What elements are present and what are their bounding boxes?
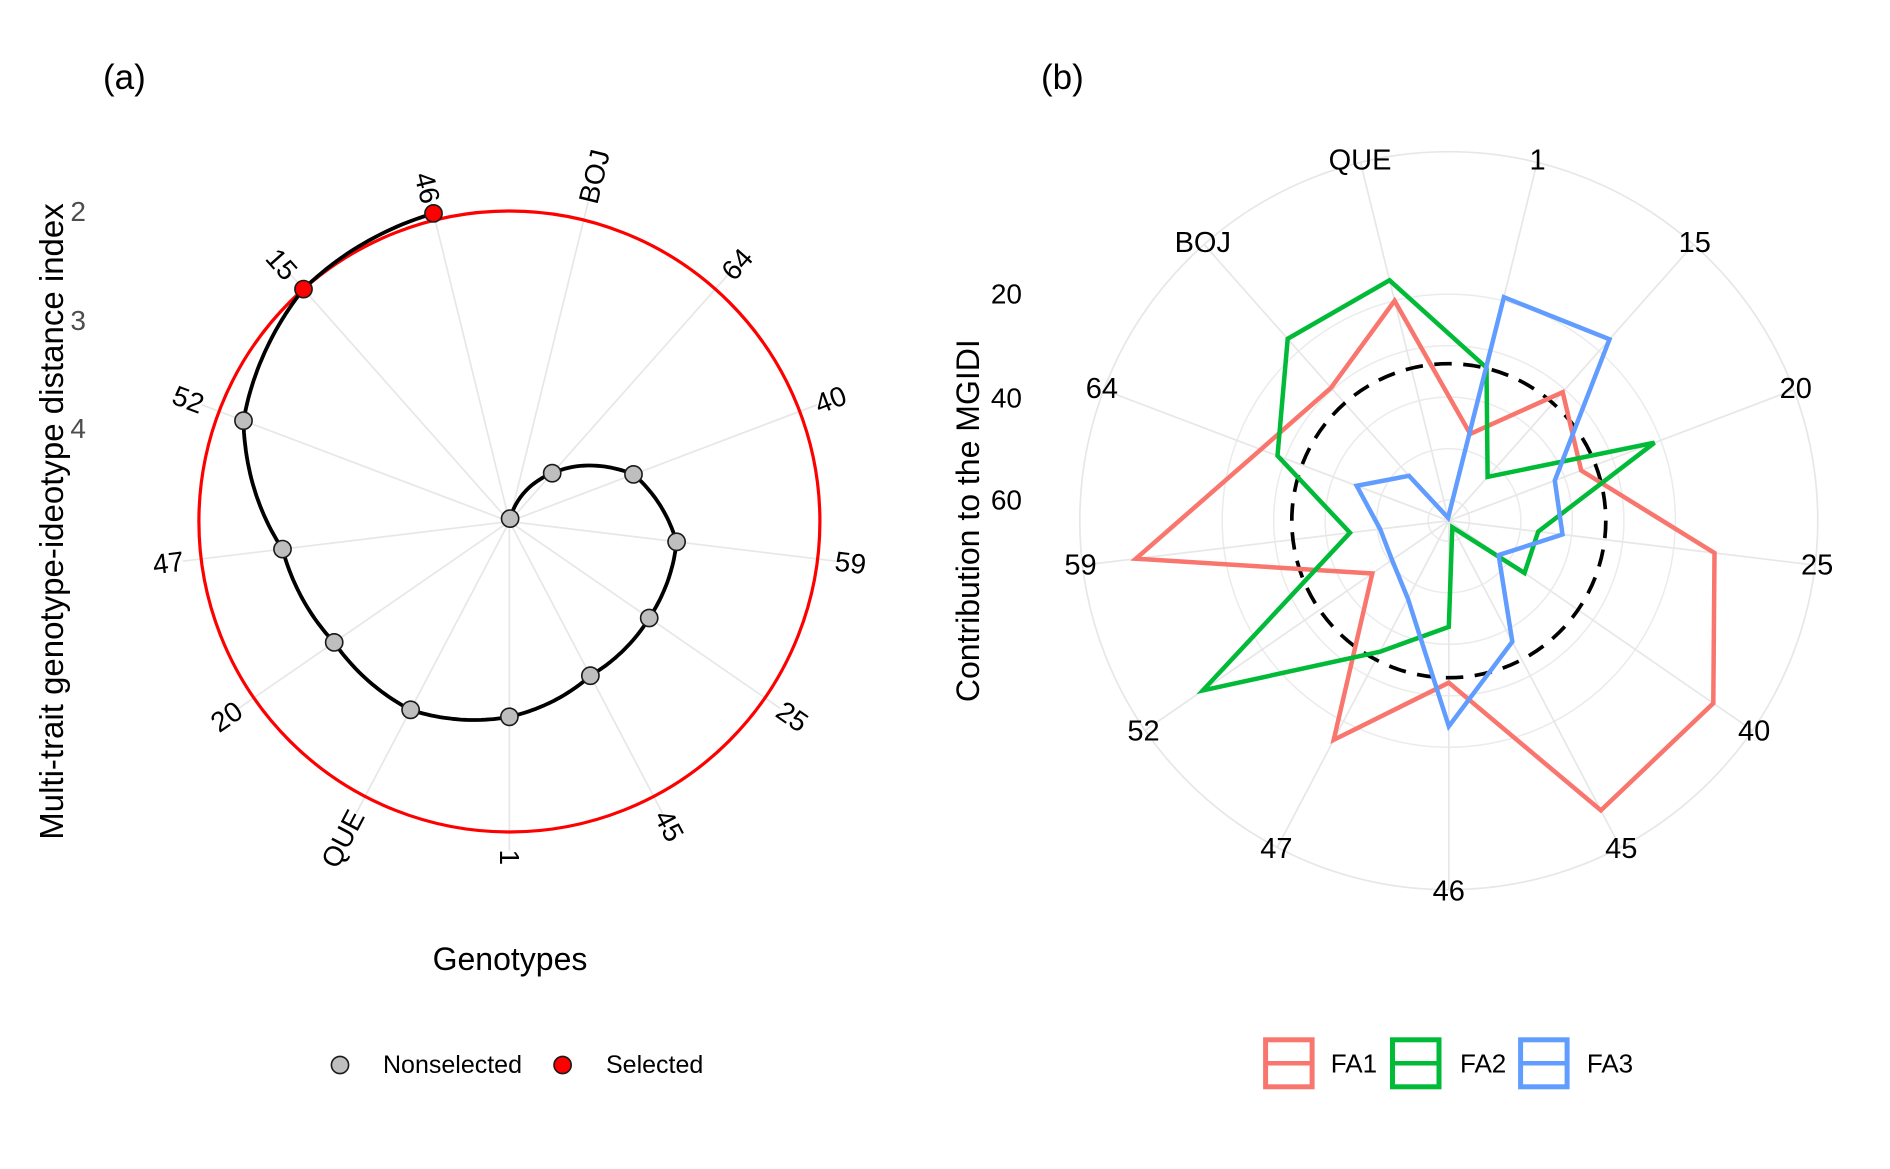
svg-text:46: 46 (408, 169, 446, 207)
svg-text:20: 20 (991, 279, 1022, 310)
svg-text:FA1: FA1 (1331, 1048, 1377, 1078)
svg-text:4: 4 (70, 413, 86, 444)
svg-text:2: 2 (70, 196, 86, 227)
svg-text:40: 40 (991, 382, 1022, 413)
svg-text:(b): (b) (1041, 58, 1084, 97)
svg-text:(a): (a) (103, 58, 146, 97)
svg-text:46: 46 (1433, 876, 1465, 908)
svg-text:47: 47 (1260, 833, 1292, 865)
svg-text:60: 60 (991, 485, 1022, 516)
svg-text:20: 20 (1780, 373, 1812, 405)
svg-text:Selected: Selected (606, 1051, 703, 1079)
svg-text:40: 40 (1738, 716, 1770, 748)
svg-text:FA3: FA3 (1587, 1048, 1633, 1078)
svg-text:64: 64 (1086, 373, 1118, 405)
svg-text:59: 59 (833, 546, 868, 581)
svg-text:47: 47 (151, 546, 186, 581)
svg-text:52: 52 (1127, 716, 1159, 748)
svg-text:Multi-trait genotype-ideotype: Multi-trait genotype-ideotype distance i… (33, 203, 70, 840)
svg-text:FA2: FA2 (1460, 1048, 1506, 1078)
svg-text:45: 45 (1605, 833, 1637, 865)
svg-text:25: 25 (1801, 549, 1833, 581)
svg-text:QUE: QUE (1329, 145, 1392, 177)
svg-text:1: 1 (1530, 145, 1546, 177)
svg-text:59: 59 (1064, 549, 1096, 581)
svg-text:BOJ: BOJ (1175, 227, 1231, 259)
svg-text:Genotypes: Genotypes (433, 941, 588, 977)
svg-text:Contribution to the MGIDI: Contribution to the MGIDI (950, 339, 986, 702)
svg-text:1: 1 (494, 850, 525, 866)
svg-text:Nonselected: Nonselected (383, 1051, 522, 1079)
svg-text:3: 3 (70, 305, 86, 336)
svg-text:15: 15 (1679, 227, 1711, 259)
